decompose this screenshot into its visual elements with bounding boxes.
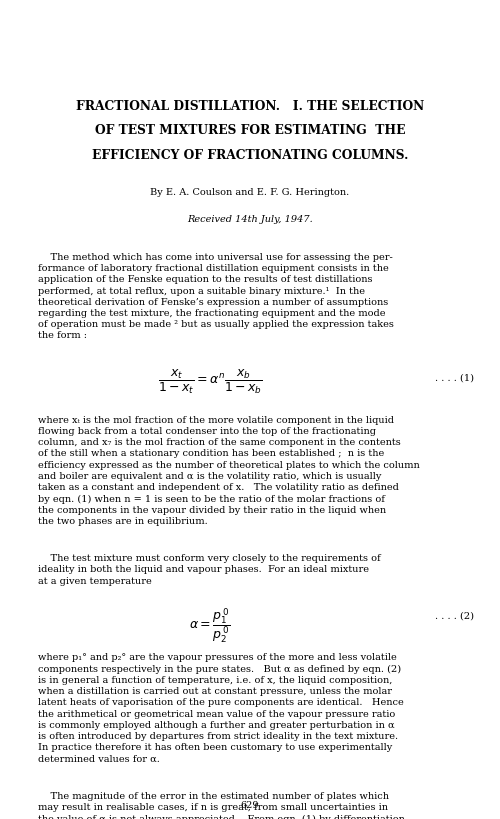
- Text: Received 14th July, 1947.: Received 14th July, 1947.: [187, 215, 313, 224]
- Text: EFFICIENCY OF FRACTIONATING COLUMNS.: EFFICIENCY OF FRACTIONATING COLUMNS.: [92, 149, 408, 162]
- Text: FRACTIONAL DISTILLATION.   I. THE SELECTION: FRACTIONAL DISTILLATION. I. THE SELECTIO…: [76, 100, 424, 113]
- Text: $\alpha = \dfrac{p_1^{\,0}}{p_2^{\,0}}$: $\alpha = \dfrac{p_1^{\,0}}{p_2^{\,0}}$: [190, 606, 230, 645]
- Text: The test mixture must conform very closely to the requirements of
ideality in bo: The test mixture must conform very close…: [38, 554, 380, 586]
- Text: where p₁° and p₂° are the vapour pressures of the more and less volatile
compone: where p₁° and p₂° are the vapour pressur…: [38, 654, 403, 763]
- Text: The magnitude of the error in the estimated number of plates which
may result in: The magnitude of the error in the estima…: [38, 792, 405, 819]
- Text: The method which has come into universal use for assessing the per-
formance of : The method which has come into universal…: [38, 253, 394, 341]
- Text: OF TEST MIXTURES FOR ESTIMATING  THE: OF TEST MIXTURES FOR ESTIMATING THE: [95, 124, 405, 138]
- Text: $\dfrac{x_t}{1 - x_t} = \alpha^n \dfrac{x_b}{1 - x_b}$: $\dfrac{x_t}{1 - x_t} = \alpha^n \dfrac{…: [158, 369, 262, 396]
- Text: By E. A. Coulson and E. F. G. Herington.: By E. A. Coulson and E. F. G. Herington.: [150, 188, 350, 197]
- Text: 629: 629: [241, 801, 259, 810]
- Text: . . . . (2): . . . . (2): [435, 612, 474, 621]
- Text: . . . . (1): . . . . (1): [435, 374, 474, 383]
- Text: where xₜ is the mol fraction of the more volatile component in the liquid
flowin: where xₜ is the mol fraction of the more…: [38, 416, 419, 526]
